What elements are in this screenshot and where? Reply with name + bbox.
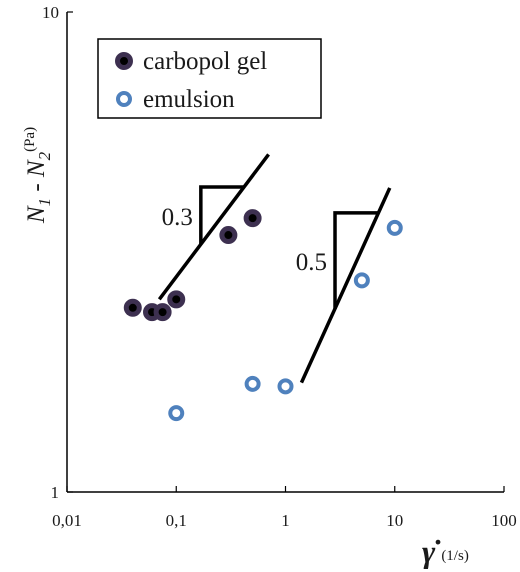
y-tick-label: 1	[51, 483, 60, 502]
y-axis-title: N1 - N2(Pa)	[22, 127, 54, 224]
data-point-carbopol	[219, 226, 238, 245]
data-points	[123, 209, 403, 422]
x-tick-label: 0,1	[166, 511, 187, 530]
y-tick-label: 10	[42, 3, 59, 22]
slope-triangle	[333, 211, 379, 309]
data-point-emulsion	[168, 405, 185, 422]
legend-label-emulsion: emulsion	[143, 86, 235, 113]
legend: carbopol gel emulsion	[97, 38, 322, 119]
y-axis-title-minus: -	[23, 177, 50, 198]
x-axis-title-symbol: γ̇	[422, 533, 441, 569]
x-tick-label: 1	[281, 511, 290, 530]
legend-marker-carbopol	[115, 52, 133, 70]
x-axis-title-unit: (1/s)	[441, 548, 469, 564]
y-axis-title-unit: (Pa)	[22, 127, 38, 152]
ticks: 0,01 0,1 1 10 100 1 10	[42, 3, 517, 530]
slope-guides: 0.3 0.5	[157, 153, 392, 384]
y-axis-title-sub1: 1	[35, 198, 54, 207]
data-point-carbopol	[123, 298, 142, 317]
legend-label-carbopol: carbopol gel	[143, 48, 267, 75]
slope-line	[299, 187, 392, 384]
legend-marker-emulsion	[116, 91, 132, 107]
data-point-carbopol	[243, 209, 262, 228]
y-axis-title-sub2: 2	[35, 151, 54, 160]
data-point-carbopol	[167, 290, 186, 309]
y-axis-title-main: N	[23, 205, 50, 224]
data-point-emulsion	[353, 272, 370, 289]
x-tick-label: 10	[386, 511, 403, 530]
slope-label: 0.5	[296, 249, 327, 276]
data-point-emulsion	[244, 375, 261, 392]
slope-label: 0.3	[162, 204, 193, 231]
data-point-emulsion	[277, 378, 294, 395]
slope-line	[157, 153, 270, 301]
x-tick-label: 100	[491, 511, 517, 530]
legend-box	[97, 38, 322, 119]
slope-triangle	[199, 185, 245, 245]
y-axis-title-main-2: N	[23, 159, 50, 178]
data-point-emulsion	[386, 219, 403, 236]
x-tick-label: 0,01	[52, 511, 82, 530]
x-axis-title: γ̇ (1/s)	[422, 533, 469, 569]
data-point-carbopol	[153, 303, 172, 322]
